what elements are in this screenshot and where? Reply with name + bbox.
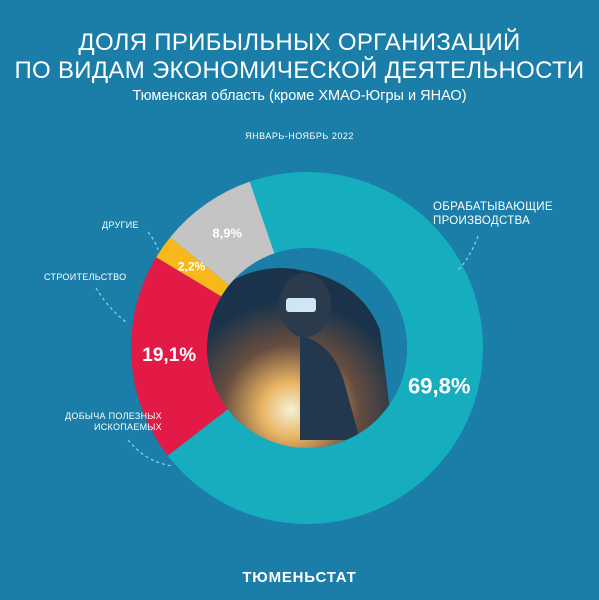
leader-mining bbox=[127, 439, 173, 467]
category-label-other: ДРУГИЕ bbox=[102, 220, 139, 230]
slices-layer bbox=[130, 172, 484, 525]
chart-subtitle: Тюменская область (кроме ХМАО-Югры и ЯНА… bbox=[132, 88, 467, 104]
slice-mining bbox=[130, 257, 228, 456]
category-label-construction: СТРОИТЕЛЬСТВО bbox=[44, 272, 127, 282]
value-label-construction: 2,2% bbox=[178, 259, 206, 273]
category-label-manufacturing-line2: ПРОИЗВОДСТВА bbox=[433, 215, 531, 227]
slice-construction bbox=[156, 237, 230, 297]
leader-manufacturing bbox=[457, 235, 479, 271]
value-labels: 69,8% 19,1% 2,2% 8,9% bbox=[142, 226, 470, 399]
category-label-manufacturing-line1: ОБРАБАТЫВАЮЩИЕ bbox=[433, 201, 553, 213]
period-label: ЯНВАРЬ-НОЯБРЬ 2022 bbox=[245, 131, 354, 141]
chart-title-line-1: ДОЛЯ ПРИБЫЛЬНЫХ ОРГАНИЗАЦИЙ bbox=[78, 29, 521, 56]
value-label-other: 8,9% bbox=[212, 226, 242, 241]
center-photo bbox=[207, 248, 407, 448]
value-label-mining: 19,1% bbox=[142, 345, 196, 366]
value-label-manufacturing: 69,8% bbox=[408, 373, 470, 398]
brand-footer: ТЮМЕНЬСТАТ bbox=[242, 569, 357, 586]
slice-other bbox=[170, 181, 275, 286]
category-label-mining: ДОБЫЧА ПОЛЕЗНЫХ ИСКОПАЕМЫХ bbox=[22, 411, 162, 433]
leader-lines bbox=[95, 231, 479, 467]
chart-title-line-2: ПО ВИДАМ ЭКОНОМИЧЕСКОЙ ДЕЯТЕЛЬНОСТИ bbox=[14, 57, 585, 84]
category-label-mining-line1: ДОБЫЧА ПОЛЕЗНЫХ bbox=[65, 411, 162, 421]
leader-other bbox=[147, 231, 159, 251]
slice-manufacturing bbox=[167, 172, 484, 525]
leader-construction bbox=[95, 287, 127, 323]
category-label-manufacturing: ОБРАБАТЫВАЮЩИЕ ПРОИЗВОДСТВА bbox=[433, 200, 553, 228]
category-label-mining-line2: ИСКОПАЕМЫХ bbox=[93, 422, 162, 432]
